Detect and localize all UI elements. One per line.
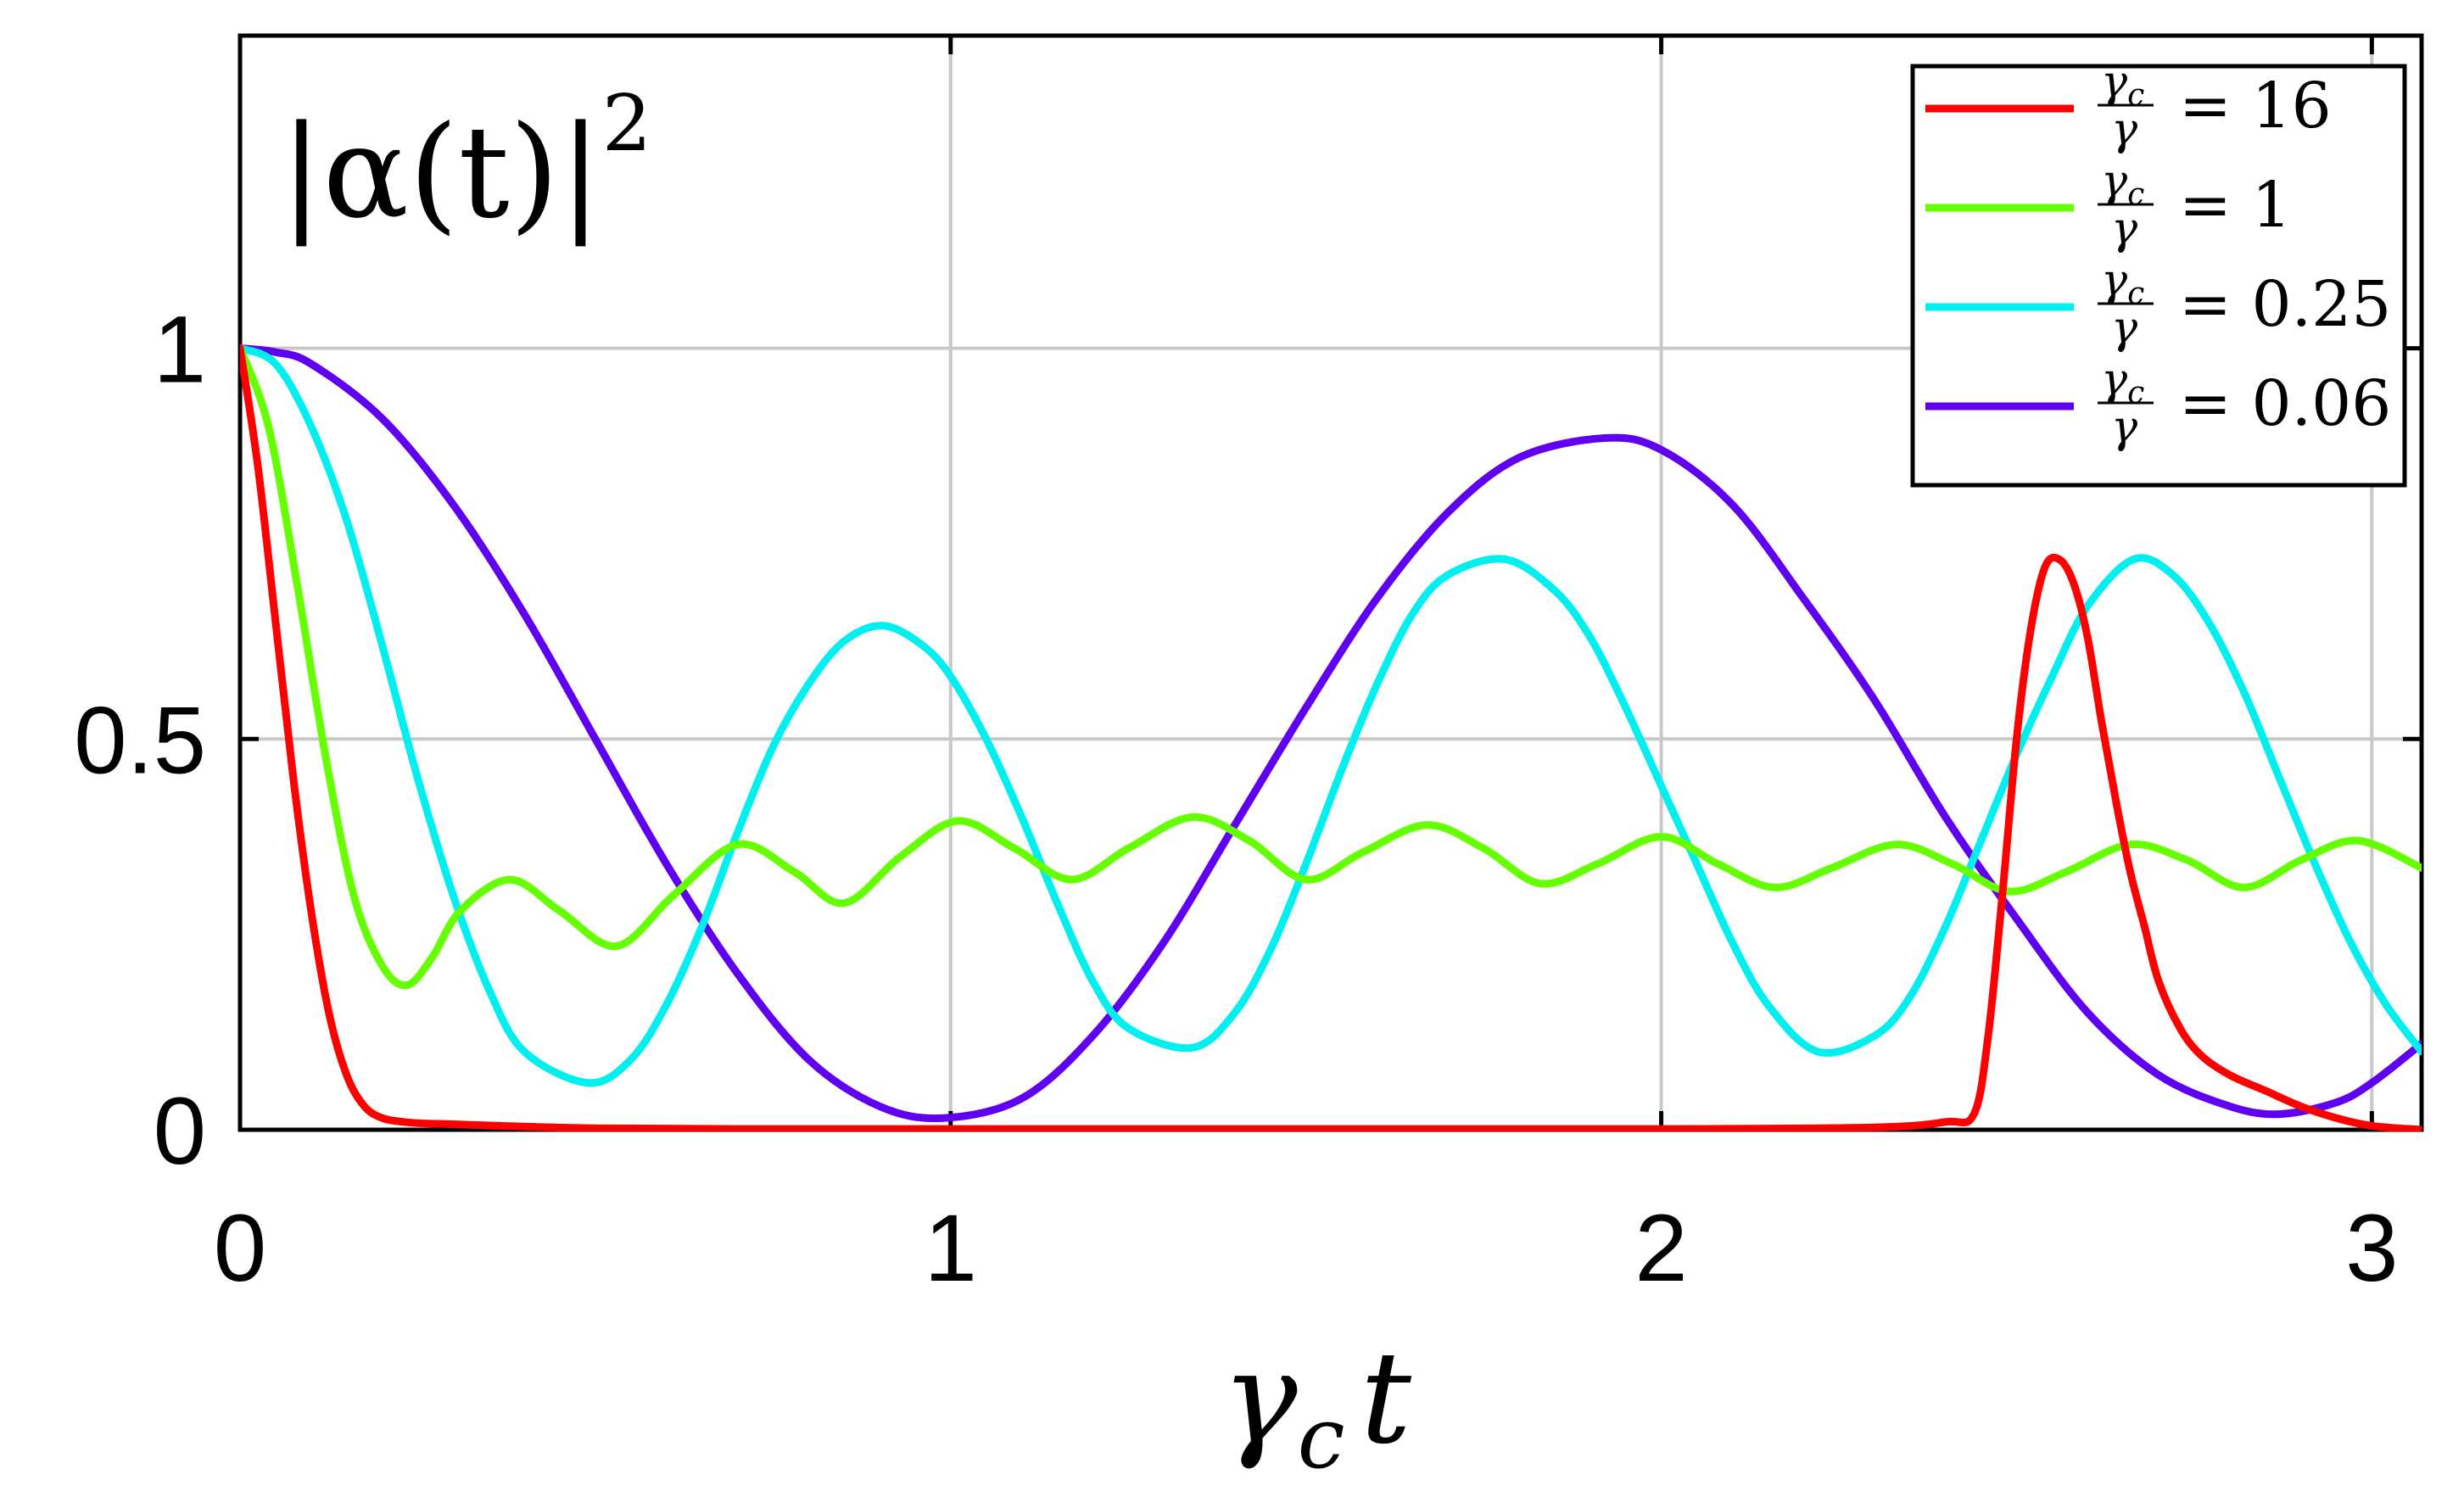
- series-layer: [240, 344, 2422, 1131]
- y-annotation-base: |α(t)|: [280, 99, 602, 247]
- legend-num-2: γc: [2101, 255, 2144, 311]
- series-line-0: [240, 344, 2422, 1131]
- legend-label-2: = 0.25: [2179, 268, 2391, 341]
- legend-den-3: γ: [2111, 402, 2138, 453]
- legend-label-3: = 0.06: [2179, 367, 2391, 440]
- x-axis-label-suffix: t: [1361, 1325, 1412, 1472]
- legend-den-1: γ: [2111, 204, 2138, 254]
- legend-label-1: = 1: [2179, 169, 2292, 242]
- x-axis-label: γc t: [1221, 1325, 1412, 1488]
- x-axis-label-subscript: c: [1298, 1388, 1345, 1488]
- series-line-2: [240, 344, 2422, 1087]
- y-annotation: |α(t)|2: [280, 78, 651, 247]
- x-axis-label-symbol: γ: [1221, 1325, 1298, 1472]
- x-tick-label-0: 0: [214, 1195, 266, 1301]
- legend-den-0: γ: [2111, 104, 2138, 155]
- legend-box: [1910, 64, 2407, 488]
- x-tick-label-1: 1: [925, 1195, 977, 1301]
- tick-labels: 0 1 2 3 0 0.5 1: [74, 297, 2398, 1301]
- y-tick-label-2: 1: [154, 297, 206, 403]
- legend-label-0: = 16: [2179, 70, 2332, 142]
- series-line-1: [240, 344, 2422, 990]
- x-tick-label-3: 3: [2345, 1195, 2398, 1301]
- legend-den-2: γ: [2111, 303, 2138, 354]
- y-tick-label-0: 0: [154, 1078, 206, 1184]
- y-annotation-exponent: 2: [602, 78, 652, 169]
- x-tick-label-2: 2: [1634, 1195, 1687, 1301]
- y-tick-label-1: 0.5: [74, 687, 206, 793]
- series-line-3: [240, 344, 2422, 1123]
